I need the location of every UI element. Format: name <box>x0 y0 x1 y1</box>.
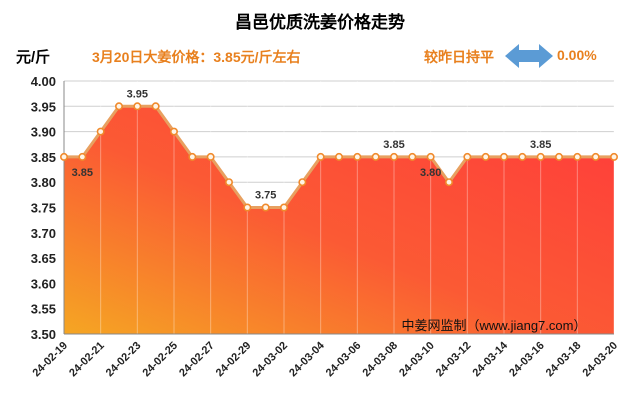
data-point <box>499 152 508 161</box>
data-point <box>206 152 215 161</box>
data-point <box>481 152 490 161</box>
data-point <box>188 152 197 161</box>
x-tick-label: 24-03-20 <box>580 340 620 380</box>
data-label: 3.85 <box>72 167 93 179</box>
data-point <box>170 127 179 136</box>
x-tick-label: 24-02-23 <box>104 340 144 380</box>
y-tick-label: 3.55 <box>31 302 56 317</box>
data-point <box>96 127 105 136</box>
y-tick-label: 3.90 <box>31 125 56 140</box>
x-tick-label: 24-03-12 <box>434 340 474 380</box>
data-point <box>371 152 380 161</box>
x-tick-label: 24-02-21 <box>67 340 107 380</box>
x-tick-label: 24-03-06 <box>324 340 364 380</box>
data-point <box>389 152 398 161</box>
data-point <box>609 152 618 161</box>
data-point <box>298 178 307 187</box>
data-point <box>554 152 563 161</box>
data-point <box>518 152 527 161</box>
data-label: 3.75 <box>255 190 276 202</box>
data-point <box>444 178 453 187</box>
data-point <box>334 152 343 161</box>
data-point <box>243 203 252 212</box>
y-tick-label: 3.60 <box>31 276 56 291</box>
y-tick-label: 3.65 <box>31 251 56 266</box>
data-point <box>426 152 435 161</box>
price-note: 3月20日大姜价格：3.85元/斤左右 <box>92 49 301 65</box>
x-tick-label: 24-03-16 <box>507 340 547 380</box>
data-point <box>536 152 545 161</box>
change-value: 0.00% <box>557 47 597 63</box>
x-tick-label: 24-03-04 <box>287 339 327 379</box>
data-point <box>78 152 87 161</box>
price-area <box>64 106 614 334</box>
x-tick-label: 24-03-18 <box>544 340 584 380</box>
data-point <box>133 102 142 111</box>
double-arrow-icon <box>505 44 553 68</box>
data-label: 3.80 <box>420 167 441 179</box>
y-tick-label: 4.00 <box>31 74 56 89</box>
x-tick-label: 24-03-02 <box>250 340 290 380</box>
data-point <box>115 102 124 111</box>
y-tick-label: 3.50 <box>31 327 56 342</box>
data-label: 3.85 <box>530 139 551 151</box>
data-point <box>591 152 600 161</box>
chart-title: 昌邑优质洗姜价格走势 <box>235 13 405 32</box>
data-point <box>353 152 362 161</box>
y-tick-label: 3.80 <box>31 175 56 190</box>
data-point <box>279 203 288 212</box>
x-tick-label: 24-02-27 <box>177 340 217 380</box>
data-point <box>316 152 325 161</box>
x-tick-label: 24-02-25 <box>140 340 180 380</box>
compare-label: 较昨日持平 <box>424 49 494 65</box>
y-tick-label: 3.85 <box>31 150 56 165</box>
data-point <box>225 178 234 187</box>
data-point <box>463 152 472 161</box>
data-point <box>151 102 160 111</box>
y-tick-label: 3.70 <box>31 226 56 241</box>
data-point <box>408 152 417 161</box>
y-tick-label: 3.75 <box>31 201 56 216</box>
data-label: 3.95 <box>127 88 148 100</box>
data-point <box>59 152 68 161</box>
x-tick-label: 24-02-29 <box>214 340 254 380</box>
x-tick-label: 24-03-14 <box>470 339 510 379</box>
y-tick-label: 3.95 <box>31 99 56 114</box>
x-tick-label: 24-03-08 <box>360 340 400 380</box>
y-axis-unit: 元/斤 <box>16 49 51 66</box>
data-point <box>573 152 582 161</box>
x-tick-label: 24-02-19 <box>30 340 70 380</box>
source-credit: 中姜网监制（www.jiang7.com） <box>402 318 587 333</box>
data-point <box>261 203 270 212</box>
data-label: 3.85 <box>383 139 404 151</box>
x-tick-label: 24-03-10 <box>397 340 437 380</box>
